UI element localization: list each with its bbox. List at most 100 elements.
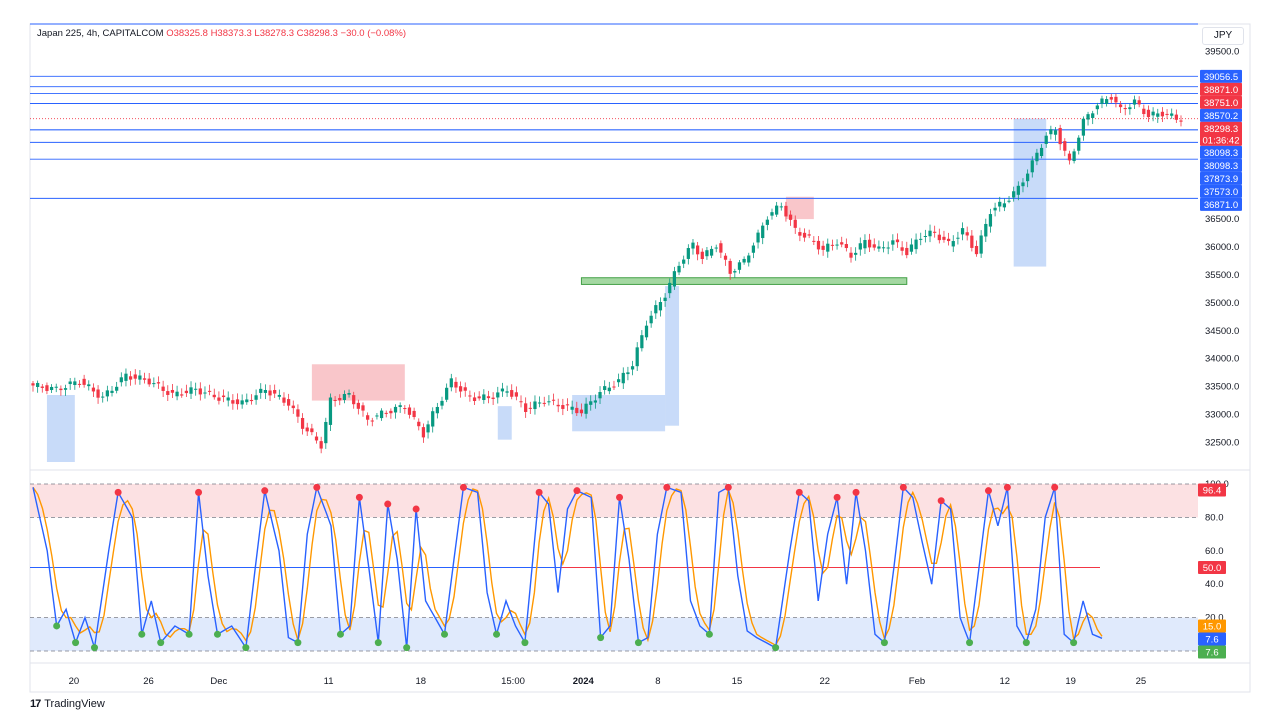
price-labels: 39056.5 38871.0 38751.0 38570.2 38298.301:36… [1198, 69, 1242, 659]
candle-body [723, 255, 728, 260]
candle-body [1026, 173, 1030, 182]
candle-body [133, 374, 137, 379]
candle-body [909, 244, 914, 252]
zone-red [785, 196, 814, 220]
stoch-label-text: 96.4 [1203, 486, 1222, 497]
candle-body [784, 205, 788, 217]
stoch-sell-dot [663, 483, 671, 491]
candle-body [719, 243, 723, 253]
time-tick-label: 19 [1065, 676, 1076, 687]
stoch-sell-dot [355, 493, 363, 501]
candle-body [579, 409, 584, 414]
candle-body [184, 390, 188, 394]
overbought-band [30, 484, 1198, 518]
candle-body [788, 214, 793, 220]
candle-body [189, 387, 193, 394]
candle-body [510, 390, 514, 397]
candle-body [1058, 127, 1062, 145]
price-tick-label: 33000.0 [1205, 410, 1239, 421]
candle-body [263, 389, 268, 393]
stoch-buy-dot [157, 639, 165, 647]
candle-body [644, 325, 649, 338]
tradingview-footer[interactable]: 17 TradingView [30, 698, 105, 710]
stoch-tick-label: 20.0 [1205, 613, 1224, 624]
ohlc-line: O38325.8 H38373.3 L38278.3 C38298.3 −30.… [166, 28, 407, 39]
stoch-buy-dot [597, 634, 605, 642]
candle-body [370, 420, 374, 422]
candle-body [291, 405, 295, 409]
candle-body [300, 417, 305, 429]
candle-body [245, 399, 249, 403]
candle-body [1077, 137, 1081, 151]
candle-body [1021, 182, 1025, 187]
candle-body [914, 239, 918, 250]
candle-body [793, 219, 797, 228]
candle-body [1123, 108, 1127, 110]
price-label-box [1200, 184, 1242, 198]
candle-body [96, 389, 100, 398]
candle-body [761, 225, 765, 239]
candle-body [1095, 105, 1099, 110]
stoch-sell-dot [1003, 483, 1011, 491]
stoch-label-box [1198, 632, 1226, 646]
candle-body [1039, 147, 1044, 157]
candle-body [1063, 141, 1067, 151]
candle-body [1105, 99, 1109, 104]
candle-body [421, 427, 426, 438]
currency-selector[interactable]: JPY [1202, 27, 1244, 45]
candle-body [537, 402, 542, 404]
candle-body [328, 397, 333, 425]
time-tick-label: 8 [655, 676, 660, 687]
candle-body [1035, 152, 1039, 162]
candle-body [282, 397, 286, 403]
stoch-sell-dot [899, 483, 907, 491]
candle-body [751, 245, 756, 253]
stoch-sell-dot [616, 493, 624, 501]
stoch-buy-dot [90, 644, 98, 652]
stoch-buy-dot [294, 639, 302, 647]
candle-body [946, 238, 951, 242]
candle-body [1030, 160, 1034, 173]
tradingview-logo-icon: 17 [30, 698, 41, 710]
symbol-header: Japan 225, 4h, CAPITALCOM O38325.8 H3837… [37, 28, 406, 39]
candle-body [161, 386, 165, 391]
candle-body [524, 403, 528, 412]
candle-body [728, 260, 732, 274]
candle-body [575, 407, 579, 414]
candle-body [477, 396, 481, 399]
stoch-sell-dot [412, 505, 420, 513]
price-label-text: 39056.5 [1204, 72, 1238, 83]
candle-body [338, 397, 342, 401]
price-tick-label: 35000.0 [1205, 298, 1239, 309]
candle-body [166, 391, 170, 395]
candle-body [1044, 135, 1048, 144]
candle-body [867, 239, 872, 248]
stoch-sell-dot [384, 500, 392, 508]
candle-body [403, 408, 407, 410]
stoch-buy-dot [521, 639, 529, 647]
stoch-buy-dot [72, 639, 80, 647]
candle-body [198, 388, 202, 395]
candle-body [937, 234, 941, 241]
stoch-sell-dot [459, 483, 467, 491]
candle-body [714, 247, 718, 249]
candle-body [54, 386, 58, 388]
candle-body [1012, 191, 1016, 198]
candle-body [231, 400, 235, 404]
candle-body [45, 385, 49, 391]
candle-body [152, 383, 156, 385]
candle-body [965, 232, 969, 236]
stoch-buy-dot [493, 630, 501, 638]
price-tick-label: 39500.0 [1205, 47, 1239, 58]
candle-body [951, 241, 955, 247]
price-label-box [1200, 82, 1242, 96]
stoch-sell-dot [195, 488, 203, 496]
candle-body [1100, 98, 1104, 104]
candle-body [593, 400, 598, 403]
stoch-sell-dot [833, 493, 841, 501]
candle-body [91, 387, 96, 392]
candle-body [858, 243, 862, 250]
candle-body [979, 235, 983, 254]
price-tick-label: 35500.0 [1205, 270, 1239, 281]
